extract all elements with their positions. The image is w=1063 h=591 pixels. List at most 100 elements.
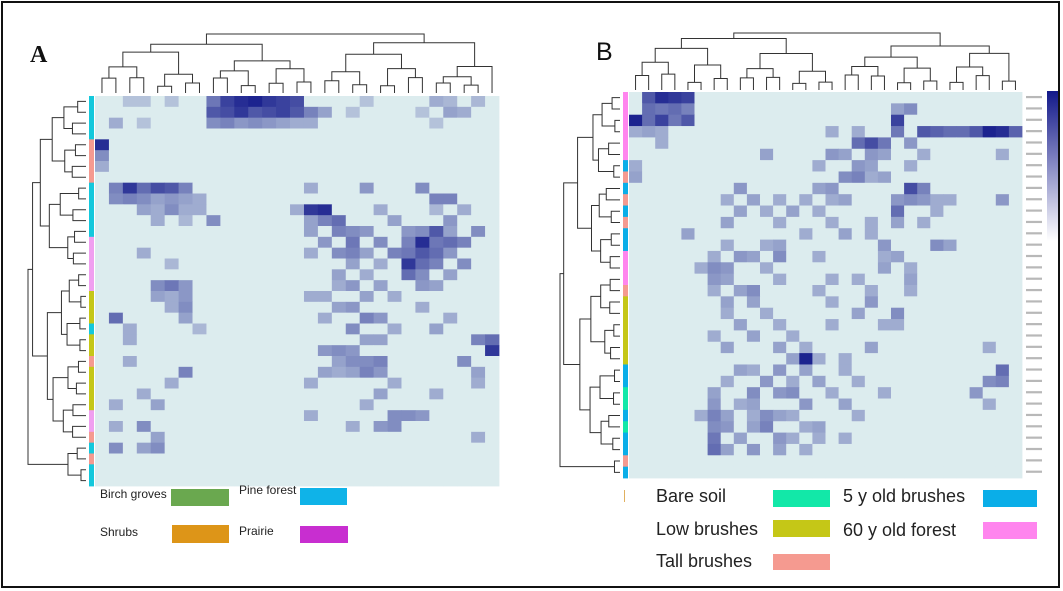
heatmap-a-cell xyxy=(429,291,444,303)
heatmap-a-cell xyxy=(317,193,333,205)
heatmap-a-cell xyxy=(317,291,333,303)
dendrogram-b-left-link xyxy=(597,148,614,172)
heatmap-a-cell xyxy=(457,421,472,433)
heatmap-a-cell xyxy=(262,377,277,389)
heatmap-a-cell xyxy=(290,226,305,238)
heatmap-b-cell xyxy=(943,239,957,252)
dendrogram-a-top-link xyxy=(212,77,228,93)
heatmap-a-cell xyxy=(234,388,249,400)
heatmap-b-cell xyxy=(917,364,931,377)
heatmap-b-row-tick xyxy=(1026,402,1042,405)
heatmap-a-cell xyxy=(290,161,305,173)
heatmap-b-cell xyxy=(746,364,761,377)
dendrogram-a-top-link xyxy=(296,81,312,93)
heatmap-b-cell xyxy=(720,319,735,331)
heatmap-a-cell xyxy=(276,280,291,292)
heatmap-a-cell xyxy=(290,258,305,270)
dendrogram-b-top-link xyxy=(890,45,990,58)
heatmap-b-cell xyxy=(904,228,918,240)
heatmap-a-cell xyxy=(206,323,221,335)
heatmap-b-cell xyxy=(969,126,984,138)
heatmap-a-cell xyxy=(164,291,179,303)
heatmap-b-cell xyxy=(746,92,761,104)
heatmap-a-cell xyxy=(192,323,207,335)
heatmap-b-cell xyxy=(1008,182,1023,195)
heatmap-a-cell xyxy=(387,269,402,281)
dendrogram-b-left-link xyxy=(604,329,614,354)
heatmap-b-cell xyxy=(786,432,800,445)
heatmap-a-cell xyxy=(192,161,207,173)
heatmap-a-cell xyxy=(345,150,361,162)
heatmap-b-cell xyxy=(891,353,905,365)
heatmap-a-cell xyxy=(415,475,430,487)
heatmap-b-row-color xyxy=(623,205,628,218)
heatmap-a-cell xyxy=(95,410,110,422)
heatmap-a-cell xyxy=(317,464,333,476)
heatmap-a-cell xyxy=(276,291,291,303)
heatmap-b-cell xyxy=(891,398,905,411)
heatmap-b-cell xyxy=(1008,126,1023,138)
heatmap-b-cell xyxy=(655,239,669,252)
heatmap-a-cell xyxy=(150,431,166,444)
dendrogram-b-left-link xyxy=(608,415,620,428)
heatmap-b-cell xyxy=(982,239,997,252)
heatmap-b-cell xyxy=(733,455,748,468)
heatmap-b-cell xyxy=(864,341,879,354)
heatmap-a-cell xyxy=(164,106,179,119)
heatmap-a-cell xyxy=(429,161,444,173)
heatmap-a-cell xyxy=(303,247,319,259)
heatmap-b-cell xyxy=(694,250,708,263)
heatmap-b-cell xyxy=(655,466,669,479)
heatmap-a-cell xyxy=(192,453,207,465)
heatmap-a-cell xyxy=(387,475,402,487)
heatmap-b-cell xyxy=(838,364,853,377)
heatmap-b-cell xyxy=(956,375,970,388)
dendrogram-b-left-link xyxy=(608,142,620,155)
heatmap-b-cell xyxy=(851,160,866,172)
heatmap-b-cell xyxy=(891,160,905,172)
heatmap-b-cell xyxy=(930,330,944,343)
heatmap-b-cell xyxy=(760,296,774,309)
heatmap-b-cell xyxy=(917,285,931,297)
heatmap-b-cell xyxy=(720,421,735,433)
heatmap-a-cell xyxy=(276,117,291,129)
heatmap-a-cell xyxy=(401,215,416,227)
heatmap-a-cell xyxy=(387,453,402,465)
dendrogram-a-left-link xyxy=(75,382,86,395)
heatmap-a-cell xyxy=(234,301,249,314)
heatmap-b-cell xyxy=(838,443,853,456)
heatmap-b-cell xyxy=(825,421,839,433)
heatmap-a-cell xyxy=(122,388,138,400)
heatmap-a-cell xyxy=(276,182,291,194)
heatmap-b-cell xyxy=(930,375,944,388)
heatmap-b-cell xyxy=(812,228,826,240)
heatmap-a-cell xyxy=(415,150,430,162)
heatmap-b-cell xyxy=(851,455,866,468)
heatmap-a-cell xyxy=(429,106,444,119)
heatmap-a-cell xyxy=(415,421,430,433)
heatmap-a-cell xyxy=(108,106,124,119)
heatmap-a-cell xyxy=(290,421,305,433)
heatmap-a-cell xyxy=(485,128,500,140)
heatmap-a-cell xyxy=(108,171,124,184)
heatmap-a-cell xyxy=(276,421,291,433)
heatmap-b-cell xyxy=(746,353,761,365)
heatmap-b-cell xyxy=(825,466,839,479)
heatmap-b-cell xyxy=(812,92,826,104)
heatmap-b-cell xyxy=(891,273,905,286)
heatmap-b-cell xyxy=(746,285,761,297)
heatmap-b-cell xyxy=(668,387,682,399)
heatmap-a-cell xyxy=(443,171,458,184)
heatmap-a-cell xyxy=(290,117,305,129)
heatmap-b-row-tick xyxy=(1026,447,1042,451)
heatmap-b-cell xyxy=(930,92,944,104)
heatmap-a-cell xyxy=(401,161,416,173)
heatmap-b-cell xyxy=(773,443,787,456)
heatmap-b-cell xyxy=(746,194,761,206)
heatmap-b-cell xyxy=(904,216,918,229)
heatmap-b-cell xyxy=(773,341,787,354)
heatmap-a-cell xyxy=(164,356,179,368)
heatmap-b-cell xyxy=(655,296,669,309)
heatmap-a-cell xyxy=(262,280,277,292)
